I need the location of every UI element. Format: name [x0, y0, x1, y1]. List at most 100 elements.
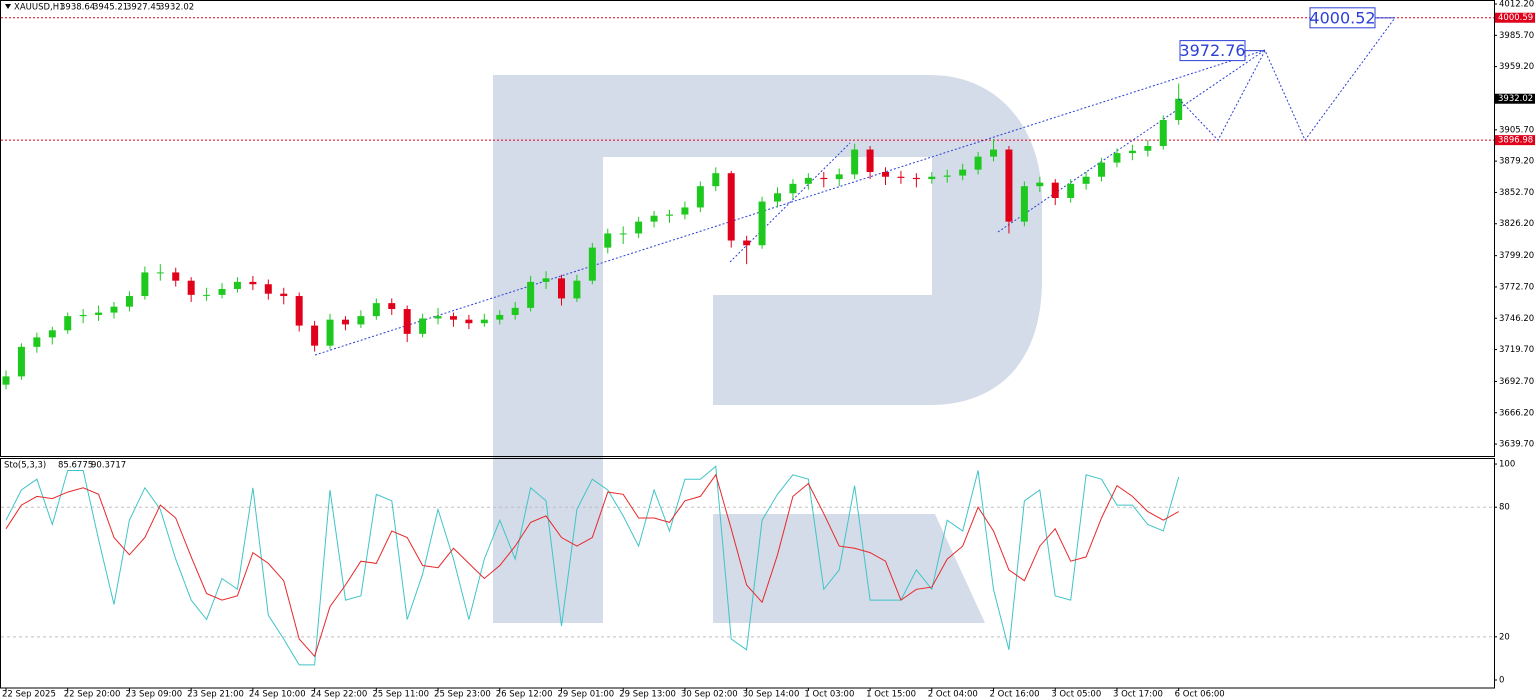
candle-body [419, 318, 427, 334]
candle-body [280, 293, 288, 297]
candle-body [1067, 183, 1075, 198]
candle-body [897, 176, 905, 178]
x-tick-label: 2 Oct 16:00 [990, 690, 1040, 700]
y-tick-label: 3719.70 [1499, 345, 1534, 355]
y-tick-label: 3985.70 [1499, 31, 1534, 41]
candle-body [851, 149, 859, 175]
candle-body [465, 319, 473, 324]
y-tick-label: 3772.70 [1499, 282, 1534, 292]
candle-body [527, 281, 535, 308]
trendline [997, 49, 1266, 233]
candle-body [311, 325, 319, 346]
candle-body [588, 247, 596, 281]
candle-body [990, 149, 998, 157]
candle-body [403, 309, 411, 334]
y-tick-label: 3959.20 [1499, 62, 1534, 72]
candle-body [727, 173, 735, 241]
candle-body [820, 177, 828, 180]
candle-body [156, 272, 164, 274]
candle-body [804, 177, 812, 184]
candle-body [557, 278, 565, 299]
candle-body [712, 173, 720, 187]
indicator-value: 90.3717 [91, 461, 126, 471]
candle-body [449, 316, 457, 320]
x-tick-label: 30 Sep 02:00 [681, 690, 738, 700]
price-level-tag [1495, 135, 1535, 146]
candle-body [1020, 186, 1028, 222]
candle-body [943, 175, 951, 177]
candle-body [573, 280, 581, 299]
candle-body [218, 288, 226, 295]
candle-body [681, 207, 689, 215]
candle-body [743, 240, 751, 246]
candle-body [496, 314, 504, 320]
annotation-box [1309, 7, 1376, 29]
current-price-label: 3932.02 [1498, 94, 1533, 104]
candle-body [326, 319, 334, 346]
candle-body [187, 280, 195, 295]
current-price-tag [1495, 93, 1535, 104]
y-tick-label: 3852.70 [1499, 188, 1534, 198]
candle-body [388, 303, 396, 310]
candle-body [758, 201, 766, 246]
x-tick-label: 6 Oct 06:00 [1175, 690, 1225, 700]
x-tick-label: 22 Sep 20:00 [64, 690, 121, 700]
y-tick-label: 3879.20 [1499, 157, 1534, 167]
header-value: 3945.21 [93, 3, 128, 13]
candle-body [264, 284, 272, 294]
y-tick-label: 4012.20 [1499, 0, 1534, 10]
candle-body [434, 316, 442, 319]
stochastic-line [5, 465, 1180, 666]
candle-body [1051, 182, 1059, 198]
price-level-label: 4000.59 [1498, 13, 1533, 23]
price-level-label: 3896.98 [1498, 136, 1533, 146]
y-tick-label: 3666.20 [1499, 408, 1534, 418]
y-tick-label: 80 [1499, 503, 1510, 513]
x-tick-label: 1 Oct 03:00 [804, 690, 854, 700]
candle-body [79, 314, 87, 317]
candle-body [480, 319, 488, 324]
candle-body [249, 281, 257, 285]
candle-body [17, 346, 25, 377]
x-tick-label: 30 Sep 14:00 [743, 690, 800, 700]
x-tick-label: 29 Sep 01:00 [557, 690, 614, 700]
stochastic-line [5, 473, 1179, 658]
header-value: 3927.45 [126, 3, 161, 13]
symbol-title: XAUUSD,H1 [14, 3, 65, 13]
candle-body [619, 233, 627, 235]
y-tick-label: 0 [1499, 676, 1504, 686]
candle-body [1144, 146, 1152, 151]
candle-body [233, 281, 241, 289]
candle-body [774, 193, 781, 202]
indicator-value: 85.6775 [58, 461, 93, 471]
y-tick-label: 20 [1499, 632, 1510, 642]
annotation-label: 3972.76 [1179, 41, 1245, 60]
x-tick-label: 26 Sep 12:00 [496, 690, 553, 700]
candle-body [912, 177, 920, 180]
candle-body [48, 330, 56, 338]
candle-body [866, 149, 874, 173]
candle-body [1128, 150, 1136, 154]
candle-body [110, 306, 118, 313]
candle-body [1159, 120, 1167, 147]
y-tick-label: 3639.70 [1499, 440, 1534, 450]
candle-body [295, 296, 303, 326]
x-tick-label: 2 Oct 04:00 [928, 690, 978, 700]
x-tick-label: 24 Sep 10:00 [249, 690, 306, 700]
candle-body [1098, 162, 1106, 177]
candle-body [172, 272, 180, 281]
candle-body [604, 233, 612, 248]
x-tick-label: 23 Sep 21:00 [187, 690, 244, 700]
candle-body [95, 312, 103, 315]
candle-body [64, 316, 72, 331]
indicator-title: Sto(5,3,3) [4, 461, 46, 471]
candle-body [2, 376, 10, 385]
x-tick-label: 23 Sep 09:00 [125, 690, 182, 700]
x-tick-label: 1 Oct 15:00 [866, 690, 916, 700]
y-tick-label: 3692.70 [1499, 377, 1534, 387]
indicator-panel [0, 458, 1495, 689]
candle-body [1175, 98, 1183, 121]
candle-body [1082, 176, 1090, 184]
